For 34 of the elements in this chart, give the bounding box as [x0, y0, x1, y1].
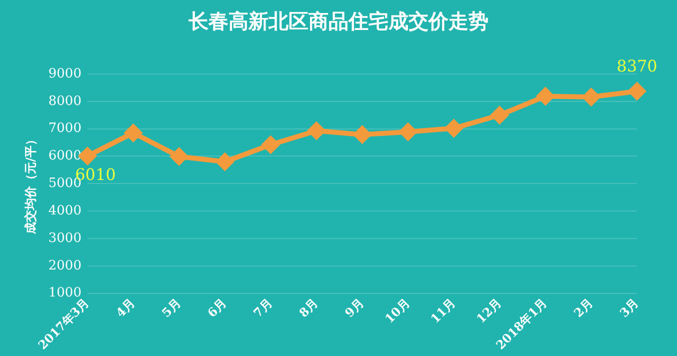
x-tick-label: 8月 [296, 296, 321, 320]
y-tick-label: 3000 [48, 230, 82, 246]
point [445, 120, 462, 137]
y-tick-label: 8000 [48, 94, 82, 109]
x-tick-label: 2月 [571, 296, 596, 320]
point [124, 124, 142, 142]
y-tick-label: 6000 [48, 148, 82, 164]
y-tick-label: 9000 [48, 66, 82, 82]
point [536, 88, 554, 105]
y-tick-label: 7000 [48, 121, 82, 136]
point [354, 126, 371, 144]
point [491, 106, 508, 124]
point [628, 82, 646, 100]
point [78, 147, 96, 164]
point [216, 153, 234, 170]
x-tick-label: 12月 [474, 296, 504, 326]
point [582, 88, 600, 106]
y-axis-title: 成交均价（元/平） [23, 133, 38, 235]
x-tick-label: 11月 [428, 296, 458, 326]
point [308, 122, 325, 140]
data-label: 8370 [616, 56, 658, 76]
x-tick-label: 3月 [617, 296, 642, 320]
point [170, 148, 188, 166]
x-tick-label: 4月 [113, 296, 138, 320]
x-tick-label: 5月 [159, 296, 184, 320]
y-tick-label: 2000 [48, 258, 82, 274]
x-tick-label: 6月 [204, 296, 230, 320]
point [400, 123, 417, 140]
chart-title: 长春高新北区商品住宅成交价走势 [188, 8, 490, 35]
x-tick-label: 10月 [382, 296, 412, 326]
x-tick-label: 7月 [250, 296, 275, 320]
point [262, 136, 280, 154]
x-tick-label: 9月 [342, 296, 367, 320]
y-tick-label: 4000 [48, 203, 82, 218]
